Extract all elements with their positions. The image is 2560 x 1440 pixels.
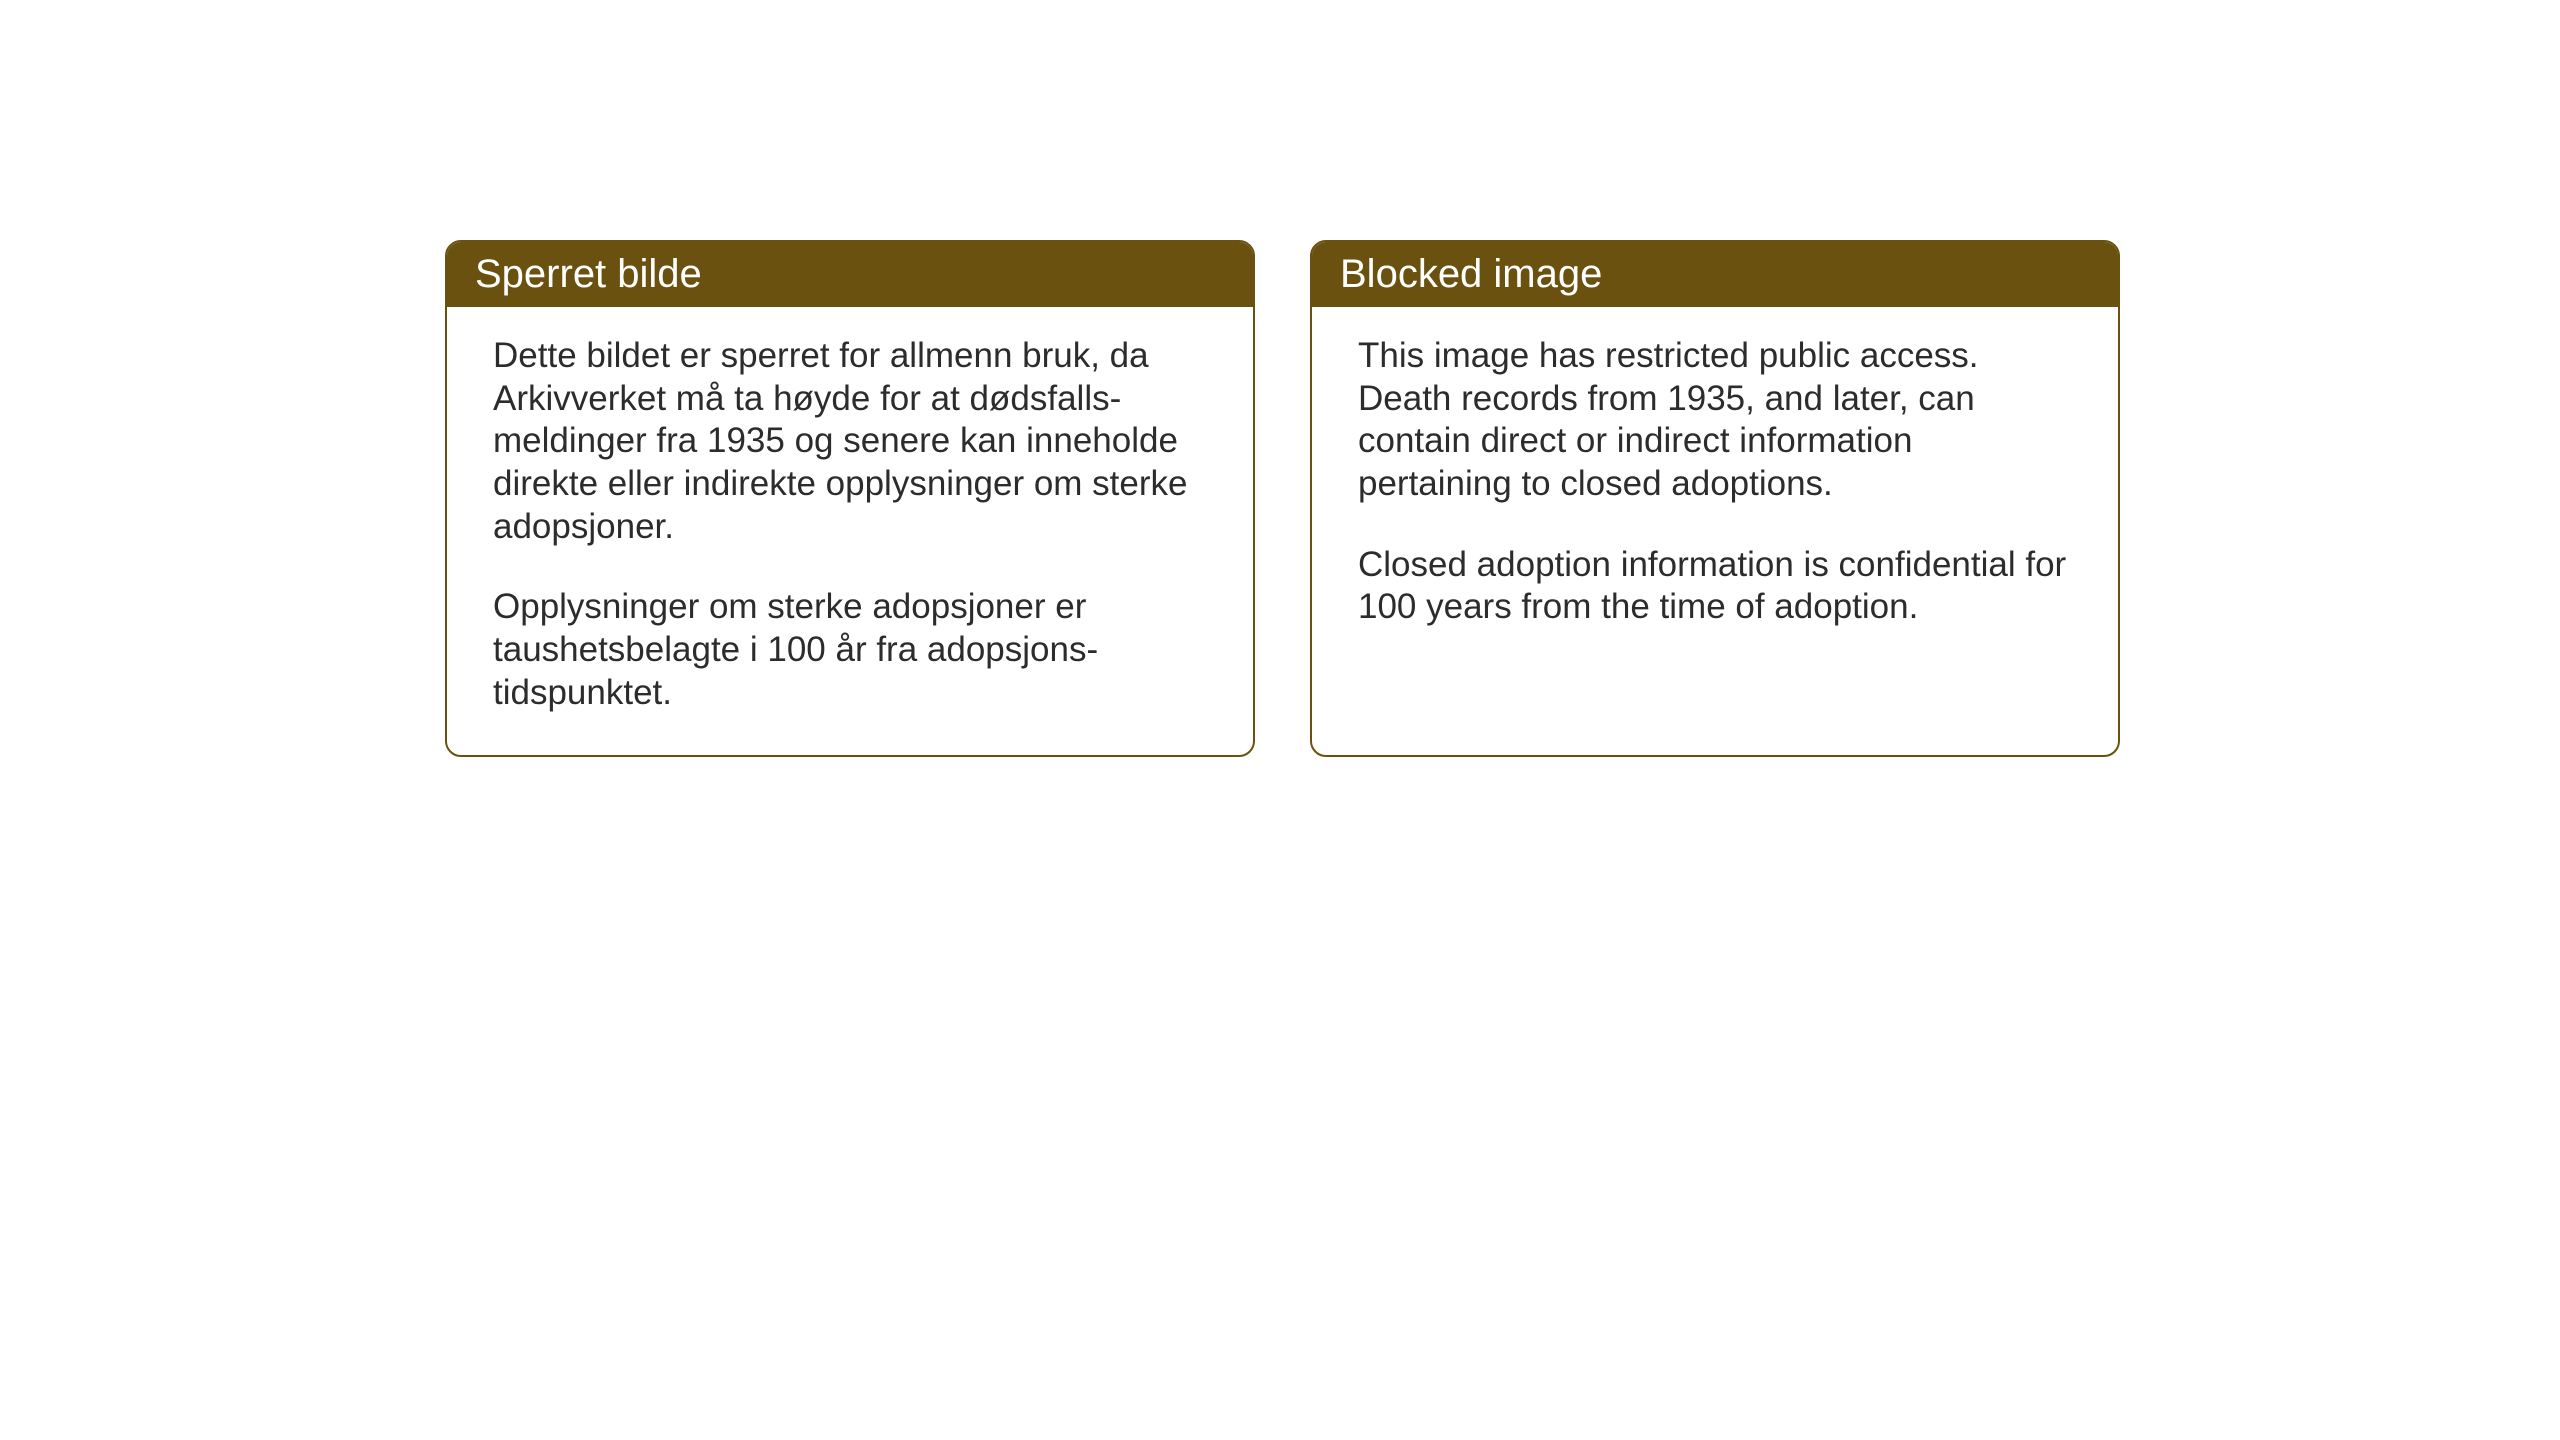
cards-container: Sperret bilde Dette bildet er sperret fo…: [445, 240, 2120, 757]
card-english-paragraph-1: This image has restricted public access.…: [1358, 335, 2072, 506]
card-norwegian-header: Sperret bilde: [447, 242, 1253, 307]
card-english: Blocked image This image has restricted …: [1310, 240, 2120, 757]
card-english-body: This image has restricted public access.…: [1312, 307, 2118, 669]
card-norwegian-title: Sperret bilde: [475, 252, 702, 296]
card-norwegian-paragraph-1: Dette bildet er sperret for allmenn bruk…: [493, 335, 1207, 548]
card-norwegian-paragraph-2: Opplysninger om sterke adopsjoner er tau…: [493, 586, 1207, 714]
card-english-paragraph-2: Closed adoption information is confident…: [1358, 544, 2072, 629]
card-norwegian: Sperret bilde Dette bildet er sperret fo…: [445, 240, 1255, 757]
card-english-header: Blocked image: [1312, 242, 2118, 307]
card-norwegian-body: Dette bildet er sperret for allmenn bruk…: [447, 307, 1253, 755]
card-english-title: Blocked image: [1340, 252, 1602, 296]
